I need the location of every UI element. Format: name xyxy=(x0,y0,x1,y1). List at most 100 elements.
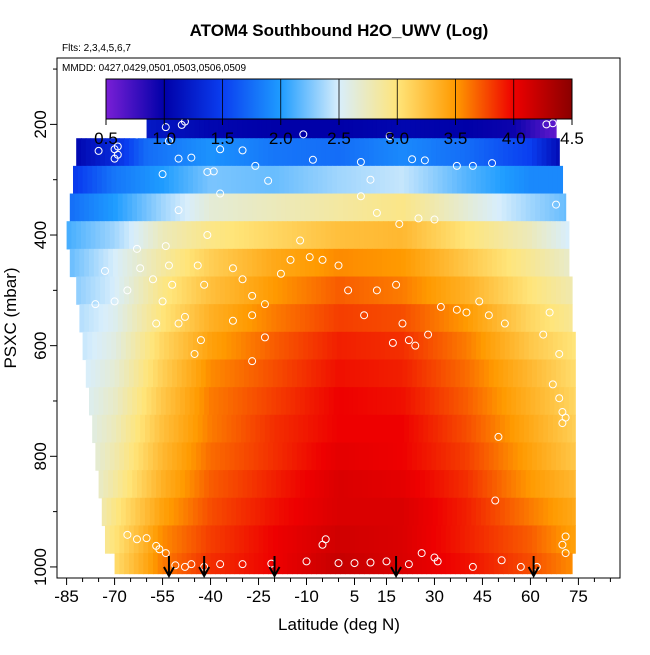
heatmap-cell xyxy=(79,193,85,222)
heatmap-cell xyxy=(303,165,309,195)
heatmap-cell xyxy=(226,331,232,361)
heatmap-cell xyxy=(460,276,466,305)
heatmap-cell xyxy=(136,248,143,278)
heatmap-cell xyxy=(205,553,212,575)
sample-point xyxy=(164,261,173,270)
heatmap-cell xyxy=(164,497,170,527)
heatmap-cell xyxy=(544,470,551,499)
heatmap-cell xyxy=(495,497,501,527)
heatmap-cell xyxy=(567,497,573,527)
heatmap-cell xyxy=(344,442,351,471)
heatmap-cell xyxy=(100,359,106,388)
heatmap-cell xyxy=(287,221,293,250)
heatmap-cell xyxy=(405,110,412,139)
heatmap-cell xyxy=(255,331,261,361)
heatmap-cell xyxy=(538,497,544,527)
heatmap-cell xyxy=(386,248,392,278)
heatmap-cell xyxy=(183,497,189,527)
heatmap-cell xyxy=(159,165,165,195)
heatmap-cell xyxy=(431,138,437,167)
sample-point xyxy=(452,161,461,170)
heatmap-cell xyxy=(340,525,346,554)
colorbar-tick-label: 0.5 xyxy=(94,129,118,148)
heatmap-cell xyxy=(346,414,352,444)
heatmap-cell xyxy=(407,553,413,575)
heatmap-cell xyxy=(277,138,284,167)
sample-point xyxy=(171,561,180,570)
heatmap-cell xyxy=(245,165,252,195)
heatmap-cell xyxy=(77,165,84,195)
heatmap-cell xyxy=(316,359,322,388)
heatmap-cell xyxy=(408,414,415,444)
heatmap-cell xyxy=(565,276,572,305)
heatmap-cell xyxy=(498,138,504,167)
heatmap-cell xyxy=(264,414,271,444)
heatmap-cell xyxy=(365,165,372,195)
heatmap-cell xyxy=(277,442,284,471)
heatmap-cell xyxy=(416,221,423,250)
heatmap-cell xyxy=(237,304,244,333)
heatmap-cell xyxy=(170,387,176,416)
heatmap-cell xyxy=(338,110,344,139)
heatmap-cell xyxy=(416,359,423,388)
sample-point xyxy=(216,189,225,198)
heatmap-cell xyxy=(344,276,351,305)
heatmap-cell xyxy=(442,331,448,361)
heatmap-cell xyxy=(332,414,338,444)
heatmap-cell xyxy=(533,331,540,361)
heatmap-cell xyxy=(308,497,314,527)
heatmap-cell xyxy=(492,110,498,139)
heatmap-cell xyxy=(114,221,120,250)
heatmap-cell xyxy=(194,248,200,278)
heatmap-cell xyxy=(362,193,368,222)
heatmap-cell xyxy=(397,553,404,575)
heatmap-cell xyxy=(450,276,456,305)
heatmap-cell xyxy=(111,331,117,361)
heatmap-cell xyxy=(461,414,468,444)
heatmap-cell xyxy=(319,193,325,222)
heatmap-cell xyxy=(384,331,391,361)
heatmap-cell xyxy=(144,165,151,195)
heatmap-cell xyxy=(66,221,72,250)
heatmap-cell xyxy=(540,248,546,278)
heatmap-cell xyxy=(346,497,352,527)
heatmap-cell xyxy=(522,276,528,305)
heatmap-cell xyxy=(493,138,500,167)
heatmap-cell xyxy=(434,248,440,278)
heatmap-cell xyxy=(504,414,511,444)
sample-point xyxy=(366,175,375,184)
heatmap-cell xyxy=(269,414,276,444)
x-tick-label: 30 xyxy=(425,587,444,606)
heatmap-cell xyxy=(296,138,303,167)
heatmap-cell xyxy=(274,414,280,444)
heatmap-cell xyxy=(484,525,490,554)
heatmap-cell xyxy=(189,110,196,139)
heatmap-cell xyxy=(468,193,474,222)
heatmap-cell xyxy=(522,525,528,554)
heatmap-cell xyxy=(370,331,376,361)
heatmap-cell xyxy=(463,470,469,499)
heatmap-cell xyxy=(226,414,232,444)
heatmap-cell xyxy=(258,553,264,575)
heatmap-cell xyxy=(252,470,258,499)
heatmap-cell xyxy=(215,553,221,575)
heatmap-cell xyxy=(136,470,143,499)
heatmap-cell xyxy=(276,193,282,222)
heatmap-cell xyxy=(351,331,357,361)
sample-point xyxy=(388,338,397,347)
heatmap-cell xyxy=(261,387,268,416)
heatmap-cell xyxy=(104,221,111,250)
heatmap-cell xyxy=(295,110,301,139)
heatmap-cell xyxy=(104,138,111,167)
heatmap-cell xyxy=(357,387,364,416)
heatmap-cell xyxy=(466,497,472,527)
heatmap-cell xyxy=(396,193,402,222)
heatmap-cell xyxy=(325,525,332,554)
heatmap-cell xyxy=(255,414,261,444)
sample-point xyxy=(174,206,183,215)
heatmap-cell xyxy=(495,165,501,195)
heatmap-cell xyxy=(165,470,172,499)
heatmap-cell xyxy=(296,359,303,388)
heatmap-cell xyxy=(359,276,365,305)
heatmap-cell xyxy=(556,553,562,575)
